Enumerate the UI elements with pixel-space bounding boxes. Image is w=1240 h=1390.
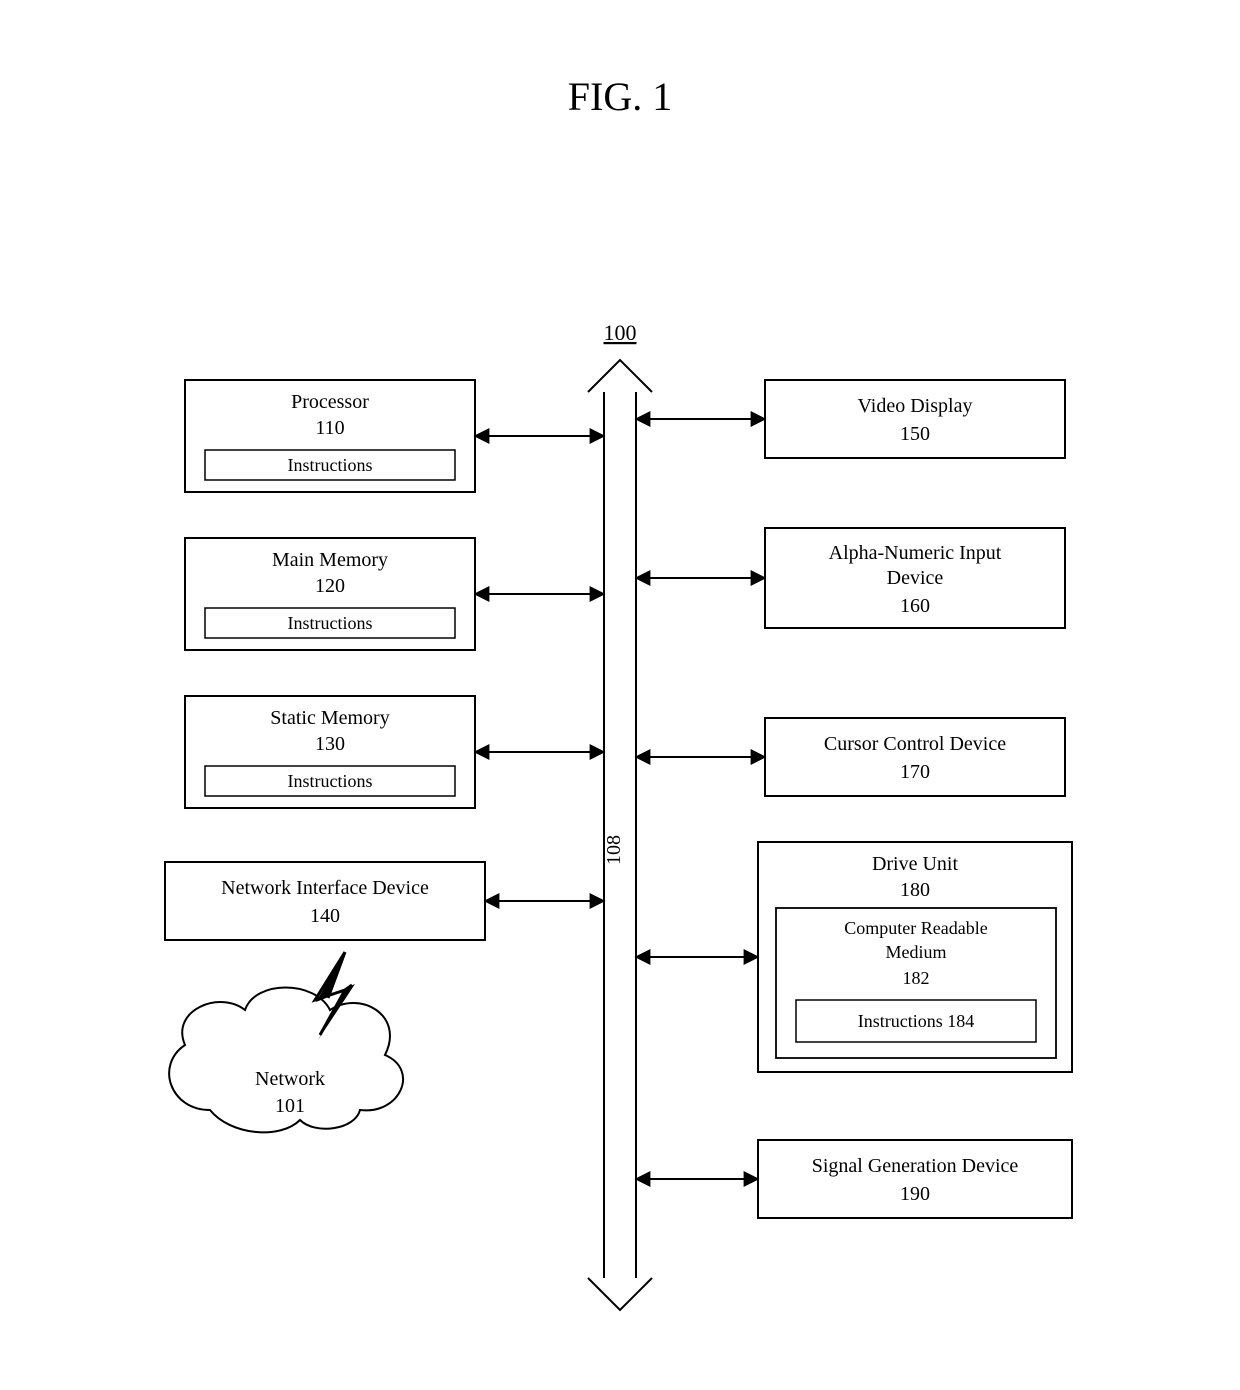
- main-memory-block: Main Memory 120 Instructions: [185, 538, 475, 650]
- cr-medium-title-1: Computer Readable: [844, 918, 987, 938]
- static-memory-ref: 130: [315, 733, 345, 755]
- drive-unit-ref: 180: [900, 879, 930, 901]
- signal-gen-ref: 190: [900, 1183, 930, 1205]
- nic-ref: 140: [310, 905, 340, 927]
- cursor-control-block: Cursor Control Device 170: [765, 718, 1065, 796]
- processor-ref: 110: [315, 417, 344, 439]
- cr-medium-title-2: Medium: [886, 942, 947, 962]
- cr-medium-ref: 182: [903, 968, 930, 988]
- main-memory-ref: 120: [315, 575, 345, 597]
- drive-unit-title: Drive Unit: [872, 853, 959, 875]
- system-diagram: FIG. 1 100 108 Processor 110 Instruction…: [0, 0, 1240, 1390]
- video-display-ref: 150: [900, 423, 930, 445]
- alpha-input-block: Alpha-Numeric Input Device 160: [765, 528, 1065, 628]
- main-memory-instructions-label: Instructions: [288, 613, 373, 633]
- drive-unit-block: Drive Unit 180 Computer Readable Medium …: [758, 842, 1072, 1072]
- figure-title: FIG. 1: [568, 74, 672, 119]
- system-ref: 100: [604, 320, 637, 345]
- signal-gen-block: Signal Generation Device 190: [758, 1140, 1072, 1218]
- cursor-control-ref: 170: [900, 761, 930, 783]
- network-ref: 101: [275, 1095, 305, 1117]
- nic-block: Network Interface Device 140: [165, 862, 485, 940]
- signal-gen-title: Signal Generation Device: [812, 1155, 1019, 1177]
- instructions-184: Instructions 184: [858, 1011, 975, 1031]
- static-memory-block: Static Memory 130 Instructions: [185, 696, 475, 808]
- static-memory-instructions-label: Instructions: [288, 771, 373, 791]
- nic-title: Network Interface Device: [221, 877, 429, 899]
- alpha-input-title-1: Alpha-Numeric Input: [829, 542, 1002, 564]
- bus-ref: 108: [603, 835, 625, 865]
- main-memory-title: Main Memory: [272, 549, 388, 571]
- static-memory-title: Static Memory: [270, 707, 389, 729]
- bus: [588, 360, 652, 1310]
- video-display-block: Video Display 150: [765, 380, 1065, 458]
- cursor-control-title: Cursor Control Device: [824, 733, 1006, 755]
- alpha-input-title-2: Device: [887, 567, 944, 589]
- alpha-input-ref: 160: [900, 595, 930, 617]
- video-display-title: Video Display: [858, 395, 973, 417]
- processor-block: Processor 110 Instructions: [185, 380, 475, 492]
- processor-title: Processor: [291, 391, 369, 413]
- network-cloud: Network 101: [169, 988, 403, 1133]
- network-title: Network: [255, 1068, 325, 1090]
- processor-instructions-label: Instructions: [288, 455, 373, 475]
